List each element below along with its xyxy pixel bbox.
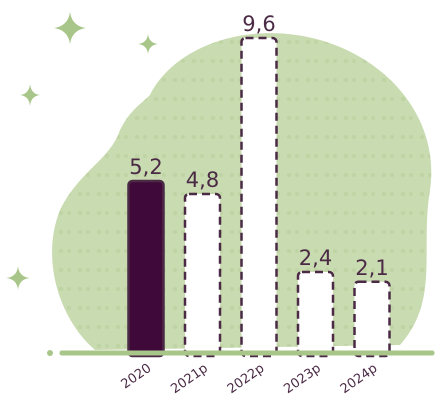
bar bbox=[298, 272, 333, 356]
value-label: 9,6 bbox=[242, 12, 275, 36]
bar bbox=[129, 181, 164, 356]
x-tick-label: 2023p bbox=[281, 361, 323, 397]
x-tick-label: 2021p bbox=[168, 361, 210, 397]
value-label: 2,1 bbox=[355, 256, 388, 280]
value-label: 5,2 bbox=[129, 155, 162, 179]
chart: 5,2 2020 4,8 2021p 9,6 2022p 2,4 2023p 2,1 2024p bbox=[0, 0, 441, 409]
value-label: 4,8 bbox=[186, 168, 219, 192]
bar bbox=[242, 38, 277, 356]
x-tick-label: 2024p bbox=[338, 361, 380, 397]
x-tick-label: 2022p bbox=[225, 361, 267, 397]
bar bbox=[185, 194, 220, 356]
x-tick-label: 2020 bbox=[119, 361, 155, 392]
value-label: 2,4 bbox=[299, 246, 332, 270]
bar bbox=[355, 282, 390, 356]
